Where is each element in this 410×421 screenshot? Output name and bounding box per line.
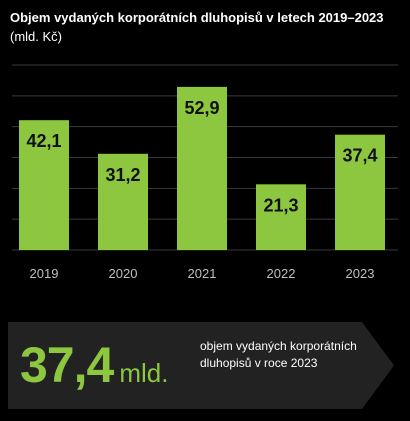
bar-value-label: 52,9 xyxy=(184,98,219,118)
bar-value-label: 21,3 xyxy=(263,195,298,215)
bar-value-label: 37,4 xyxy=(342,146,377,166)
bar-2019 xyxy=(19,120,69,250)
chart-title: Objem vydaných korporátních dluhopisů v … xyxy=(10,8,400,46)
x-tick-label: 2019 xyxy=(30,266,59,281)
callout-value: 37,4 mld. xyxy=(20,336,168,394)
x-tick-label: 2022 xyxy=(267,266,296,281)
bar-2023 xyxy=(335,134,385,250)
callout-unit: mld. xyxy=(119,358,169,388)
highlight-callout: 37,4 mld. objem vydaných korporátních dlu… xyxy=(8,322,394,409)
callout-number: 37,4 xyxy=(20,337,114,393)
bar-2020 xyxy=(98,153,148,250)
chart-title-main: Objem vydaných korporátních dluhopisů v … xyxy=(10,10,384,25)
x-tick-label: 2021 xyxy=(188,266,217,281)
x-tick-label: 2020 xyxy=(109,266,138,281)
bar-chart: 42,1 2019 31,2 2020 52,9 2021 21,3 2022 37,4 2023 xyxy=(12,64,398,281)
x-tick-label: 2023 xyxy=(346,266,375,281)
callout-arrow-shape xyxy=(8,322,394,409)
callout-description: objem vydaných korporátních dluhopisů v … xyxy=(200,339,357,370)
bar-2021 xyxy=(177,86,227,251)
bar-2022 xyxy=(256,184,306,250)
bar-value-label: 42,1 xyxy=(26,131,61,151)
chart-title-unit: (mld. Kč) xyxy=(10,29,62,44)
bar-value-label: 31,2 xyxy=(105,165,140,185)
